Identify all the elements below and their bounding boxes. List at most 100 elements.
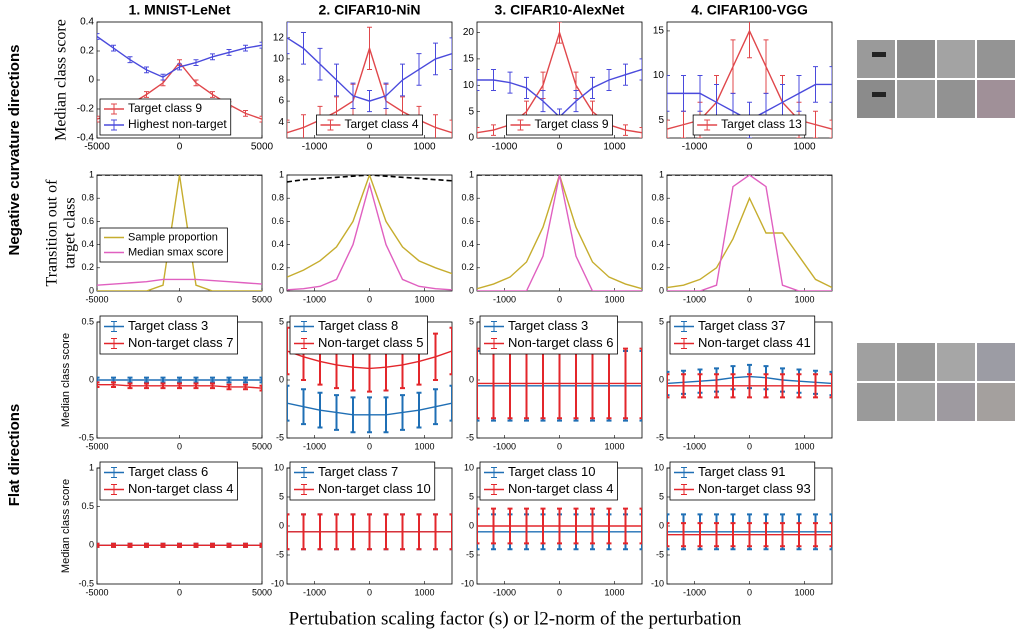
y-tick-label: 0.6 <box>271 216 284 226</box>
legend-label: Median smax score <box>128 246 223 258</box>
x-tick-label: 0 <box>557 294 562 304</box>
y-tick-label: -5 <box>656 432 664 442</box>
legend: Sample proportion Median smax score <box>100 228 227 262</box>
x-tick-label: 1000 <box>603 142 626 153</box>
chart-title: 4. CIFAR100-VGG <box>691 2 808 18</box>
legend-label: Non-target class 10 <box>318 481 431 496</box>
y-tick-label: 0.2 <box>271 262 284 272</box>
y-tick-label: 5 <box>659 491 664 501</box>
y-tick-label: 0.4 <box>271 239 284 249</box>
legend-label: Sample proportion <box>128 231 218 243</box>
x-tick-label: 1000 <box>414 294 434 304</box>
y-tick-label: -5 <box>276 549 284 559</box>
y-tick-label: 0 <box>89 374 94 384</box>
x-tick-label: 0 <box>367 441 372 451</box>
y-tick-label: 0.4 <box>651 239 664 249</box>
x-tick-label: 5000 <box>252 294 272 304</box>
y-tick-label: 15 <box>653 26 665 37</box>
x-tick-label: 0 <box>557 142 563 153</box>
y-tick-label: 0 <box>279 285 284 295</box>
x-tick-label: -1000 <box>303 294 326 304</box>
y-tick-label: 0.6 <box>81 216 94 226</box>
row-label: Negative curvature directions <box>6 45 23 256</box>
legend: Target class 91Non-target class 93 <box>670 462 815 500</box>
x-tick-label: -5000 <box>85 587 108 597</box>
legend-label: Target class 91 <box>698 464 785 479</box>
y-tick-label: 0 <box>659 374 664 384</box>
y-tick-label: 6 <box>278 96 284 107</box>
legend-label: Non-target class 5 <box>318 335 424 350</box>
x-tick-label: 0 <box>177 441 182 451</box>
y-tick-label: 0.8 <box>271 193 284 203</box>
legend: Target class 3 Non-target class 6 <box>480 316 618 354</box>
y-tick-label: -5 <box>466 432 474 442</box>
y-tick-label: 12 <box>273 32 285 43</box>
y-tick-label: 0 <box>659 520 664 530</box>
y-tick-label: 0 <box>469 285 474 295</box>
chart-title: 2. CIFAR10-NiN <box>319 2 421 18</box>
x-tick-label: 1000 <box>414 441 434 451</box>
legend: Target class 13 <box>693 115 806 135</box>
legend-label: Target class 3 <box>508 318 588 333</box>
x-tick-label: 1000 <box>794 441 814 451</box>
y-tick-label: 0.2 <box>651 262 664 272</box>
legend-label: Non-target class 41 <box>698 335 811 350</box>
y-tick-label: 5 <box>279 491 284 501</box>
x-tick-label: 0 <box>747 587 752 597</box>
y-tick-label: 0.4 <box>80 17 94 28</box>
y-tick-label: 4 <box>278 117 284 128</box>
figure: Negative curvature directions Flat direc… <box>0 0 1020 634</box>
plot-frame <box>477 175 642 291</box>
x-tick-label: 1000 <box>794 587 814 597</box>
legend: Target class 3Non-target class 7 <box>100 316 238 354</box>
x-tick-label: 1000 <box>604 441 624 451</box>
y-tick-label: 20 <box>463 27 475 38</box>
y-tick-label: 0.6 <box>651 216 664 226</box>
x-tick-label: -1000 <box>302 142 328 153</box>
y-tick-label: 0.2 <box>80 46 94 57</box>
y-tick-label: -10 <box>651 578 664 588</box>
x-tick-label: -1000 <box>303 587 326 597</box>
y-tick-label: 10 <box>653 70 665 81</box>
y-tick-label: 15 <box>463 54 475 65</box>
legend-label: Target class 3 <box>128 318 208 333</box>
x-tick-label: 5000 <box>252 587 272 597</box>
row-label: Flat directions <box>6 404 23 507</box>
y-tick-label: 1 <box>89 169 94 179</box>
x-tick-label: -1000 <box>303 441 326 451</box>
y-tick-label: 0.8 <box>81 193 94 203</box>
legend-label: Non-target class 6 <box>508 335 614 350</box>
y-tick-label: 0.5 <box>81 316 94 326</box>
y-tick-label: 10 <box>274 462 284 472</box>
x-tick-label: 1000 <box>793 142 816 153</box>
y-tick-label: 0.4 <box>81 239 94 249</box>
y-tick-label: 1 <box>469 169 474 179</box>
y-tick-label: 0 <box>659 285 664 295</box>
y-tick-label: -0.2 <box>77 104 95 115</box>
legend-label: Target class 37 <box>698 318 785 333</box>
x-tick-label: 5000 <box>251 142 274 153</box>
legend-label: Target class 9 <box>128 101 202 115</box>
legend: Target class 7Non-target class 10 <box>290 462 435 500</box>
x-tick-label: 0 <box>177 294 182 304</box>
legend-label: Target class 13 <box>721 117 802 131</box>
x-tick-label: -1000 <box>682 142 708 153</box>
y-axis-label: Median class score <box>53 19 70 141</box>
y-axis-label: target class <box>62 197 79 268</box>
x-tick-label: -1000 <box>683 294 706 304</box>
x-tick-label: 1000 <box>414 587 434 597</box>
x-tick-label: 0 <box>367 294 372 304</box>
y-tick-label: 5 <box>279 316 284 326</box>
y-tick-label: 10 <box>464 462 474 472</box>
legend-label: Non-target class 4 <box>128 481 234 496</box>
y-axis-label: Median class score <box>60 333 72 427</box>
y-tick-label: 0 <box>468 133 474 144</box>
chart-title: 3. CIFAR10-AlexNet <box>495 2 625 18</box>
y-tick-label: -5 <box>656 549 664 559</box>
y-tick-label: 5 <box>469 491 474 501</box>
y-tick-label: 0 <box>88 75 94 86</box>
x-tick-label: 0 <box>557 441 562 451</box>
x-tick-label: 0 <box>367 587 372 597</box>
x-tick-label: 5000 <box>252 441 272 451</box>
